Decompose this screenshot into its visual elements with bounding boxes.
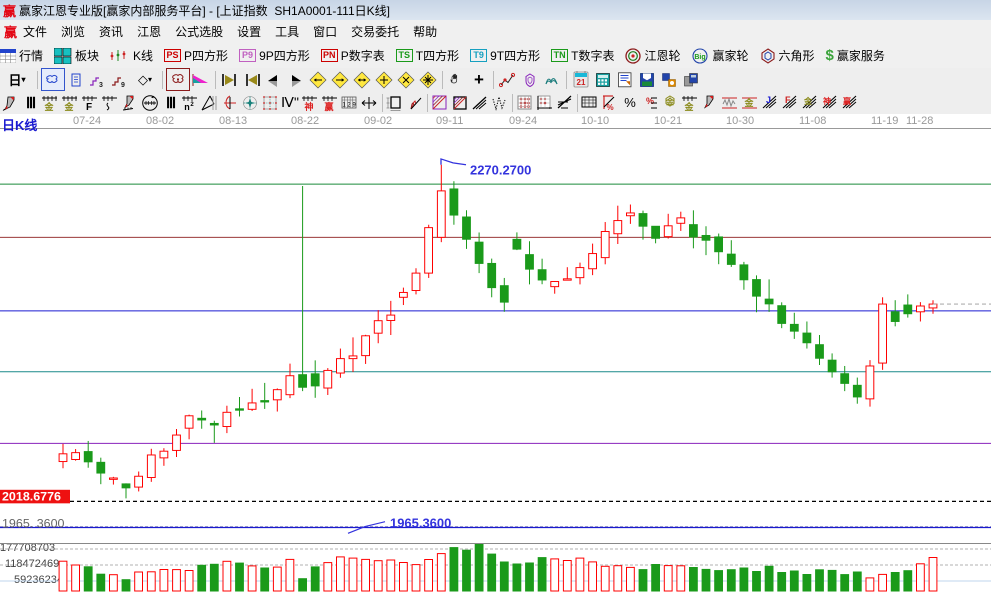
- svg-text:2270.2700: 2270.2700: [470, 163, 531, 178]
- svg-text:2018.6776: 2018.6776: [2, 490, 61, 504]
- svg-text:F: F: [86, 102, 92, 112]
- svg-text:金: 金: [743, 97, 754, 108]
- svg-text:Big: Big: [695, 54, 706, 61]
- svg-text:3: 3: [99, 82, 103, 88]
- svg-text:1965.3600: 1965.3600: [390, 516, 451, 531]
- svg-text:1 2 9: 1 2 9: [342, 102, 356, 108]
- svg-text:金: 金: [683, 101, 694, 112]
- svg-text:2: 2: [190, 102, 194, 108]
- svg-text:金: 金: [665, 96, 675, 106]
- svg-text:n: n: [184, 102, 190, 112]
- svg-text:21: 21: [577, 78, 586, 87]
- svg-text:J: J: [766, 95, 771, 105]
- svg-text:金: 金: [63, 101, 74, 112]
- svg-text:金: 金: [803, 96, 813, 106]
- svg-text:神: 神: [304, 101, 313, 112]
- svg-text:1965. 3600: 1965. 3600: [2, 517, 65, 531]
- svg-text:赢: 赢: [324, 101, 333, 112]
- svg-text:神: 神: [823, 96, 831, 106]
- svg-text:F: F: [785, 95, 791, 105]
- svg-text:9: 9: [121, 82, 125, 88]
- svg-text:金: 金: [43, 101, 54, 112]
- svg-text:赢: 赢: [843, 96, 851, 106]
- svg-text:%: %: [606, 103, 613, 112]
